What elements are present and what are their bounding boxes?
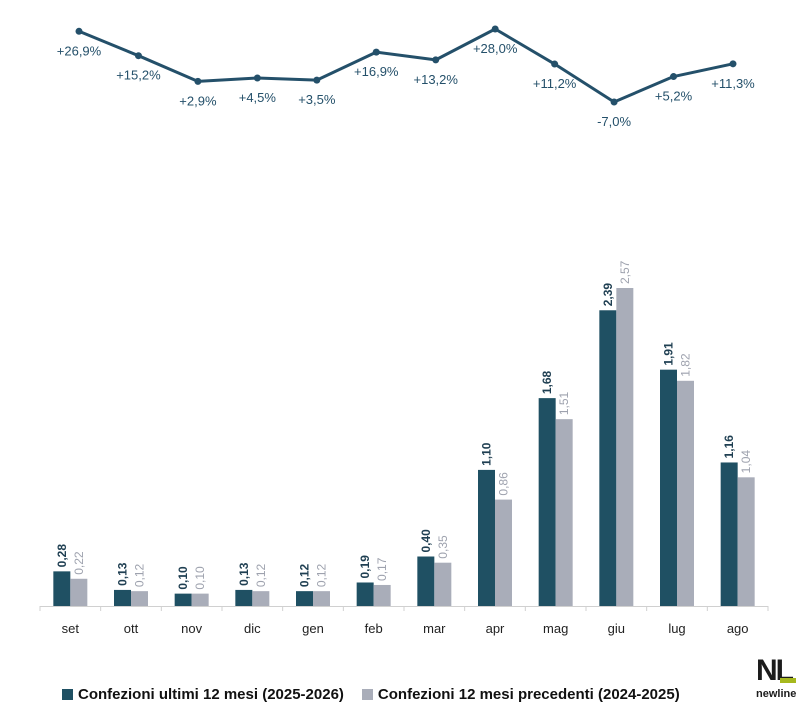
- bar-current: [417, 556, 435, 606]
- legend-label-current: Confezioni ultimi 12 mesi (2025-2026): [78, 686, 344, 703]
- bar-label-current: 0,13: [237, 562, 251, 586]
- growth-label: +4,5%: [239, 90, 277, 105]
- bar-label-current: 0,10: [176, 566, 190, 590]
- growth-label: -7,0%: [597, 114, 631, 129]
- bar-label-current: 0,28: [55, 544, 69, 568]
- growth-point: [75, 27, 83, 35]
- bar-previous: [677, 380, 694, 606]
- bar-label-previous: 0,86: [497, 472, 511, 496]
- x-tick-label: giu: [608, 621, 625, 636]
- x-tick-label: set: [62, 621, 80, 636]
- bar-label-previous: 0,10: [193, 566, 207, 590]
- x-tick-label: ott: [124, 621, 139, 636]
- legend-item-current: Confezioni ultimi 12 mesi (2025-2026): [62, 686, 344, 703]
- legend-swatch-current: [62, 689, 73, 700]
- growth-point: [551, 60, 559, 68]
- bar-label-current: 1,68: [540, 370, 554, 394]
- bar-current: [174, 593, 192, 606]
- bar-label-current: 1,16: [722, 435, 736, 459]
- bar-label-previous: 0,12: [133, 563, 147, 587]
- bar-label-current: 1,91: [662, 342, 676, 366]
- legend: Confezioni ultimi 12 mesi (2025-2026) Co…: [62, 686, 698, 703]
- growth-label: +13,2%: [414, 72, 459, 87]
- bar-previous: [70, 578, 88, 606]
- bar-previous: [373, 584, 391, 606]
- growth-point: [491, 25, 499, 33]
- bar-current: [114, 589, 131, 606]
- bar-current: [356, 582, 374, 606]
- growth-label: +5,2%: [655, 89, 693, 104]
- bar-previous: [191, 593, 209, 606]
- bar-previous: [131, 591, 148, 606]
- bar-current: [660, 369, 677, 606]
- legend-label-previous: Confezioni 12 mesi precedenti (2024-2025…: [377, 686, 680, 703]
- bar-label-previous: 0,22: [72, 551, 86, 575]
- bar-previous: [434, 562, 452, 606]
- growth-label: +16,9%: [354, 64, 399, 79]
- newline-logo: NL newline: [756, 656, 799, 706]
- bar-label-previous: 0,12: [254, 563, 268, 587]
- growth-label: +11,3%: [711, 76, 755, 91]
- x-tick-label: mag: [543, 621, 568, 636]
- bar-label-current: 0,40: [419, 529, 433, 553]
- bar-label-previous: 0,35: [436, 535, 450, 559]
- growth-point: [134, 52, 142, 60]
- bar-previous: [616, 288, 634, 606]
- bar-current: [235, 589, 253, 606]
- x-tick-label: ago: [727, 621, 749, 636]
- x-tick-label: apr: [486, 621, 505, 636]
- x-tick-label: lug: [668, 621, 685, 636]
- growth-line: [78, 27, 734, 104]
- growth-point: [253, 74, 261, 82]
- growth-point: [670, 73, 678, 81]
- growth-label: +15,2%: [116, 68, 161, 83]
- bar-label-current: 0,19: [358, 555, 372, 579]
- logo-text: newline: [756, 688, 797, 700]
- growth-point: [313, 76, 321, 84]
- bar-current: [478, 469, 495, 606]
- bar-current: [538, 398, 556, 606]
- growth-point: [194, 77, 202, 85]
- logo-accent-bar: [780, 678, 796, 683]
- growth-label: +28,0%: [473, 41, 518, 56]
- bar-previous: [495, 499, 512, 606]
- legend-item-previous: Confezioni 12 mesi precedenti (2024-2025…: [361, 686, 680, 703]
- bar-previous: [555, 419, 573, 606]
- growth-label: +3,5%: [298, 92, 336, 107]
- bar-label-previous: 1,51: [557, 391, 571, 415]
- growth-point: [729, 60, 737, 68]
- growth-point: [372, 48, 380, 56]
- bar-current: [53, 571, 71, 606]
- growth-label: +2,9%: [179, 93, 217, 108]
- bar-previous: [313, 591, 330, 606]
- x-tick-label: gen: [302, 621, 324, 636]
- bar-label-current: 1,10: [480, 442, 494, 466]
- bar-current: [720, 462, 738, 606]
- bar-label-current: 0,13: [116, 562, 130, 586]
- bar-label-previous: 0,17: [375, 557, 389, 581]
- legend-swatch-previous: [361, 689, 373, 700]
- growth-point: [610, 98, 618, 106]
- x-tick-label: feb: [365, 621, 383, 636]
- growth-label: +26,9%: [57, 43, 102, 58]
- bar-previous: [252, 591, 270, 606]
- bar-label-current: 2,39: [601, 283, 615, 307]
- bar-label-previous: 1,82: [679, 353, 693, 377]
- growth-label: +11,2%: [533, 76, 577, 91]
- bar-label-previous: 2,57: [618, 260, 632, 284]
- growth-point: [432, 56, 440, 64]
- x-tick-label: dic: [244, 621, 261, 636]
- bar-previous: [737, 477, 755, 606]
- bar-label-current: 0,12: [298, 563, 312, 587]
- bar-current: [296, 591, 313, 606]
- bar-label-previous: 0,12: [315, 563, 329, 587]
- x-tick-label: nov: [181, 621, 202, 636]
- x-tick-label: mar: [423, 621, 446, 636]
- bar-label-previous: 1,04: [739, 450, 753, 474]
- bar-current: [599, 310, 617, 606]
